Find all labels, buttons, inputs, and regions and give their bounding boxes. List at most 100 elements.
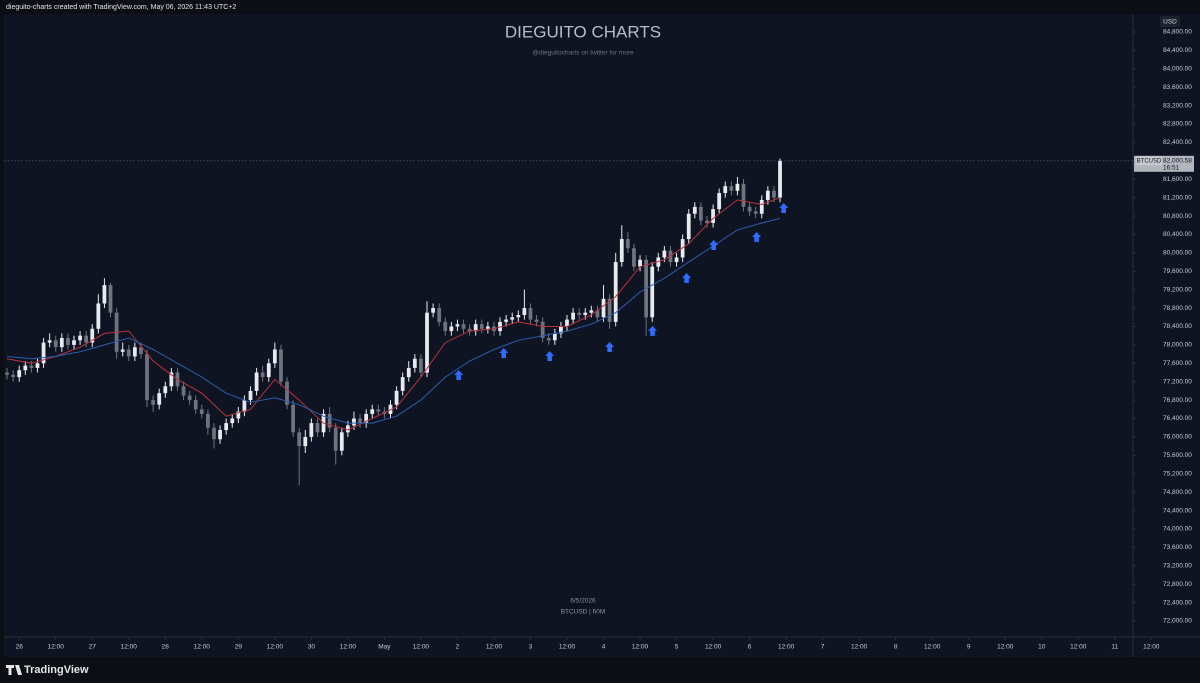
- candle-body: [212, 427, 216, 440]
- x-tick-label: 12:00: [778, 644, 795, 651]
- candle-body: [248, 390, 253, 401]
- candle-body: [656, 257, 661, 267]
- candle-body: [613, 262, 618, 322]
- candle-body: [778, 160, 782, 198]
- x-tick-label: 27: [89, 644, 97, 651]
- candle-body: [291, 404, 295, 433]
- candle-body: [285, 381, 289, 405]
- candle-body: [571, 312, 575, 320]
- candle-body: [102, 285, 107, 304]
- candle-body: [412, 358, 417, 368]
- signal-arrow: [605, 341, 615, 352]
- y-tick-label: 81,600.00: [1163, 176, 1192, 183]
- x-tick-label: 12:00: [851, 644, 868, 651]
- candle-body: [218, 430, 222, 440]
- candle-body: [686, 213, 691, 240]
- candle-body: [181, 386, 186, 396]
- candle-body: [5, 372, 9, 375]
- y-tick-label: 72,400.00: [1163, 599, 1192, 606]
- candle-body: [528, 308, 533, 320]
- x-tick-label: 12:00: [997, 644, 1014, 651]
- signal-arrow: [709, 239, 719, 250]
- candle-body: [108, 285, 113, 313]
- candle-body: [41, 342, 46, 364]
- price-axis: [1133, 14, 1200, 637]
- header: dieguito-charts created with TradingView…: [6, 4, 236, 11]
- x-tick-label: 29: [235, 644, 243, 651]
- indicator-line: [6, 217, 781, 424]
- x-tick-label: May: [378, 644, 391, 651]
- x-tick-label: 12:00: [121, 644, 138, 651]
- time-axis: [4, 624, 1200, 657]
- chart-subtitle: @dieguitocharts on twitter for more: [532, 50, 634, 57]
- candle-body: [583, 312, 588, 315]
- watermark-date: 6/5/2026: [570, 598, 596, 605]
- candle-body: [163, 386, 168, 394]
- x-tick-label: 12:00: [705, 644, 722, 651]
- candle-body: [735, 183, 740, 191]
- candle-body: [437, 308, 442, 322]
- candle-body: [303, 436, 308, 447]
- y-tick-label: 76,400.00: [1163, 415, 1192, 422]
- candle-body: [145, 354, 149, 401]
- candle-body: [747, 206, 752, 212]
- y-tick-label: 80,400.00: [1163, 231, 1192, 238]
- x-tick-label: 12:00: [48, 644, 65, 651]
- candle-body: [151, 400, 156, 405]
- x-tick-label: 12:00: [486, 644, 503, 651]
- chart-title: DIEGUITO CHARTS: [505, 22, 661, 41]
- candle-body: [206, 413, 210, 428]
- candle-body: [132, 347, 137, 357]
- candle-body: [431, 308, 435, 313]
- candle-body: [516, 314, 521, 318]
- plot-layer: [5, 158, 789, 486]
- candle-body: [485, 326, 490, 329]
- candle-body: [358, 418, 362, 424]
- symbol-label: BTCUSD: [1137, 158, 1162, 164]
- y-tick-label: 73,600.00: [1163, 544, 1192, 551]
- candle-body: [461, 324, 466, 329]
- signal-arrow: [545, 350, 555, 361]
- candle-body: [723, 186, 728, 194]
- y-tick-label: 76,800.00: [1163, 397, 1192, 404]
- candle-body: [11, 374, 16, 378]
- candle-body: [364, 413, 369, 424]
- candle-body: [78, 335, 82, 341]
- candle-body: [327, 413, 332, 428]
- y-tick-label: 83,600.00: [1163, 84, 1192, 91]
- candle-body: [169, 372, 174, 387]
- x-tick-label: 28: [162, 644, 170, 651]
- x-tick-label: 26: [16, 644, 24, 651]
- candle-body: [601, 298, 606, 318]
- candle-body: [193, 400, 198, 410]
- x-tick-label: 12:00: [267, 644, 284, 651]
- y-tick-label: 77,200.00: [1163, 378, 1192, 385]
- candle-body: [35, 363, 40, 368]
- x-tick-label: 30: [308, 644, 316, 651]
- x-tick-label: 8: [894, 644, 898, 651]
- last-price-label: 82,000.58: [1163, 158, 1192, 165]
- y-tick-label: 82,800.00: [1163, 121, 1192, 128]
- candle-body: [595, 310, 600, 318]
- candle-body: [242, 400, 247, 412]
- candle-body: [662, 250, 667, 258]
- signal-arrow: [454, 369, 464, 380]
- candle-body: [199, 409, 204, 414]
- y-tick-label: 78,000.00: [1163, 342, 1192, 349]
- y-tick-label: 75,600.00: [1163, 452, 1192, 459]
- candle-body: [23, 365, 28, 371]
- candle-body: [546, 337, 551, 341]
- candle-body: [753, 211, 758, 214]
- countdown-label: 16:51: [1163, 165, 1180, 172]
- candle-body: [705, 220, 709, 223]
- candle-body: [157, 393, 162, 405]
- x-tick-label: 12:00: [632, 644, 649, 651]
- candle-body: [388, 404, 393, 414]
- candle-body: [765, 190, 770, 200]
- candle-body: [510, 317, 515, 320]
- y-tick-label: 84,000.00: [1163, 66, 1192, 73]
- x-tick-label: 12:00: [924, 644, 941, 651]
- candle-body: [479, 324, 484, 329]
